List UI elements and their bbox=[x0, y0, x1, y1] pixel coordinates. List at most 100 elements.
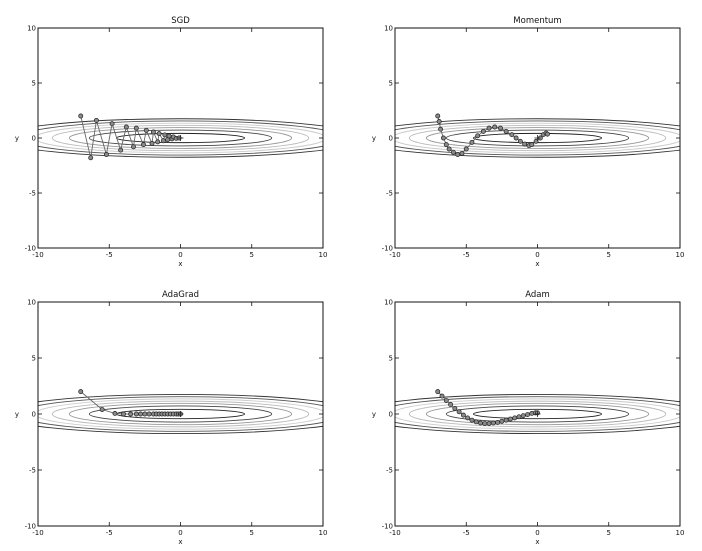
y-tick-label: -5 bbox=[29, 467, 36, 475]
data-point bbox=[435, 389, 441, 395]
data-point bbox=[480, 128, 486, 134]
data-point bbox=[545, 131, 550, 137]
data-point bbox=[99, 407, 105, 412]
contour-line bbox=[395, 396, 680, 432]
data-point bbox=[123, 124, 129, 130]
contour-line bbox=[88, 129, 273, 147]
data-point bbox=[150, 129, 156, 135]
data-point bbox=[441, 135, 446, 141]
y-axis-label: y bbox=[15, 411, 19, 419]
data-point bbox=[509, 132, 515, 138]
y-tick-label: -5 bbox=[386, 190, 393, 198]
data-point bbox=[490, 420, 496, 426]
y-tick-label: 5 bbox=[389, 80, 393, 88]
x-tick-label: -10 bbox=[389, 251, 400, 259]
data-point bbox=[465, 415, 471, 421]
contour-line bbox=[38, 120, 323, 156]
contour-line bbox=[68, 127, 293, 149]
data-point bbox=[78, 389, 84, 395]
contour-line bbox=[38, 118, 323, 158]
contour-line bbox=[395, 118, 680, 158]
data-point bbox=[475, 133, 481, 139]
data-point bbox=[450, 149, 456, 155]
contour-lines bbox=[395, 118, 680, 158]
y-tick-label: -10 bbox=[25, 523, 36, 531]
y-tick-label: -10 bbox=[382, 523, 393, 531]
x-tick-label: 5 bbox=[607, 251, 611, 259]
data-point bbox=[155, 139, 161, 145]
minimum-marker bbox=[534, 135, 541, 141]
data-point bbox=[138, 411, 144, 417]
x-tick-label: 0 bbox=[535, 529, 539, 537]
x-tick-label: 10 bbox=[319, 529, 328, 537]
data-point bbox=[498, 125, 503, 131]
data-point bbox=[455, 152, 461, 157]
minimum-marker bbox=[534, 411, 541, 417]
y-axis-label: y bbox=[15, 135, 19, 143]
y-tick-label: -10 bbox=[382, 245, 393, 253]
data-point bbox=[435, 113, 441, 119]
x-tick-label: -5 bbox=[463, 529, 470, 537]
x-tick-label: 10 bbox=[319, 251, 328, 259]
data-point bbox=[513, 135, 519, 141]
contour-line bbox=[472, 408, 603, 420]
contour-lines bbox=[38, 393, 323, 435]
data-point bbox=[446, 146, 452, 152]
data-point bbox=[512, 415, 518, 421]
contour-line bbox=[408, 400, 667, 428]
data-point bbox=[482, 421, 488, 426]
chart-panel-3: -10 -5 0 5 10 10 5 0 -5 -10 AdaGrad x y bbox=[15, 290, 328, 546]
chart-panel-1: -10 -5 0 5 10 10 5 0 -5 -10 SGD x y bbox=[15, 16, 328, 268]
contour-line bbox=[38, 393, 323, 435]
contour-line bbox=[445, 405, 630, 423]
data-point bbox=[456, 409, 462, 415]
data-point bbox=[463, 146, 469, 152]
contour-line bbox=[395, 120, 680, 156]
data-point bbox=[448, 402, 454, 407]
y-tick-label: -10 bbox=[25, 245, 36, 253]
minimum-marker bbox=[177, 135, 184, 141]
data-point bbox=[156, 131, 162, 137]
chart-panel-2: -10 -5 0 5 10 10 5 0 -5 -10 Momentum x y bbox=[372, 16, 685, 268]
data-point bbox=[143, 127, 149, 133]
data-point bbox=[529, 142, 535, 148]
x-tick-label: 5 bbox=[250, 529, 254, 537]
y-tick-label: -5 bbox=[386, 467, 393, 475]
x-tick-label: 5 bbox=[607, 529, 611, 537]
data-point bbox=[520, 413, 526, 419]
contour-line bbox=[38, 396, 323, 432]
data-point bbox=[121, 411, 126, 417]
contour-line bbox=[425, 402, 650, 426]
contour-line bbox=[38, 398, 323, 430]
data-point bbox=[469, 139, 475, 145]
data-point bbox=[460, 412, 466, 418]
y-axis-label: y bbox=[372, 411, 376, 419]
x-axis-label: x bbox=[178, 260, 182, 268]
contour-line bbox=[51, 124, 310, 152]
contour-line bbox=[425, 127, 650, 149]
contour-line bbox=[395, 393, 680, 435]
y-tick-label: 0 bbox=[389, 411, 393, 419]
data-point bbox=[516, 414, 522, 420]
data-point bbox=[495, 419, 501, 425]
x-tick-label: -5 bbox=[106, 251, 113, 259]
data-point bbox=[78, 113, 84, 119]
data-point bbox=[522, 141, 528, 147]
data-point bbox=[146, 411, 152, 417]
contour-line bbox=[395, 398, 680, 430]
contour-line bbox=[51, 400, 310, 428]
y-tick-label: 10 bbox=[384, 25, 393, 33]
data-point bbox=[118, 147, 124, 153]
contour-line bbox=[408, 124, 667, 152]
y-tick-label: 0 bbox=[389, 135, 393, 143]
data-point bbox=[109, 121, 115, 127]
contour-line bbox=[445, 129, 630, 147]
data-point bbox=[525, 412, 530, 418]
data-point bbox=[492, 124, 498, 130]
contour-lines bbox=[395, 393, 680, 435]
contour-line bbox=[68, 402, 293, 426]
chart-title: Momentum bbox=[513, 16, 561, 26]
y-axis-label: y bbox=[372, 135, 376, 143]
y-tick-label: 10 bbox=[27, 299, 36, 307]
data-point bbox=[131, 144, 136, 150]
